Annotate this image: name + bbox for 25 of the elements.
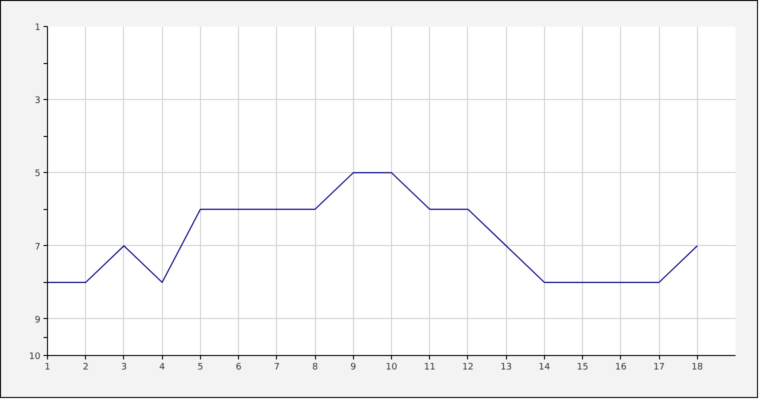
x-tick-label: 11 [424, 362, 436, 372]
y-tick-label: 9 [34, 315, 41, 326]
x-tick-label: 9 [350, 362, 356, 372]
x-tick-label: 1 [44, 362, 50, 372]
line-series [48, 172, 698, 283]
x-tick-label: 13 [500, 362, 512, 372]
x-tick-label: 8 [312, 362, 318, 372]
y-tick-label: 1 [34, 23, 41, 33]
x-tick-label: 7 [274, 362, 280, 372]
x-tick-label: 18 [692, 362, 704, 372]
x-tick-label: 5 [198, 362, 204, 372]
y-tick-label: 7 [34, 242, 41, 252]
x-tick-label: 12 [462, 362, 474, 372]
x-tick-label: 16 [615, 362, 627, 372]
x-tick-label: 14 [538, 362, 550, 372]
x-tick-label: 10 [386, 362, 398, 372]
x-tick-label: 17 [653, 362, 665, 372]
x-tick-label: 4 [159, 362, 166, 372]
y-tick-label: 5 [34, 169, 41, 180]
x-tick-label: 15 [576, 362, 588, 372]
y-tick-label: 10 [29, 352, 41, 362]
x-tick-label: 3 [121, 362, 127, 372]
x-tick-label: 6 [236, 362, 242, 372]
y-tick-label: 3 [34, 96, 41, 106]
x-tick-label: 2 [82, 362, 89, 372]
